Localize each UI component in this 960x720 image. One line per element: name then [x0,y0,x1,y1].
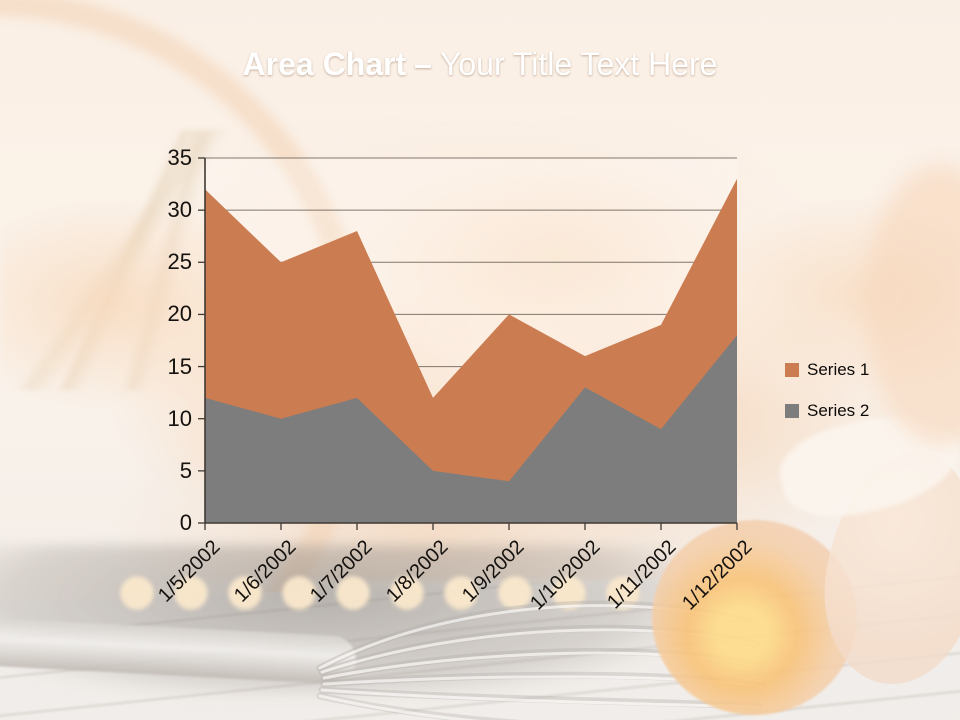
legend-label-series-2: Series 2 [807,401,870,420]
y-axis-tick-label: 10 [167,405,192,431]
y-axis-tick-label: 35 [167,145,192,170]
y-axis-tick-label: 20 [167,301,192,327]
slide-title: Area Chart – Your Title Text Here [0,44,960,84]
title-bold-part: Area Chart [242,46,407,82]
chart-legend: Series 1 Series 2 [785,360,869,421]
legend-item-series-1[interactable]: Series 1 [785,360,869,380]
title-rest-part: Your Title Text Here [439,46,718,82]
y-axis-tick-label: 15 [167,353,192,379]
y-axis-tick-label: 25 [167,249,192,275]
series-2-swatch-icon [785,404,799,418]
chart-plot-area[interactable] [198,157,738,530]
y-axis-tick-label: 0 [179,510,192,535]
y-axis-tick-label: 30 [167,197,192,223]
legend-label-series-1: Series 1 [807,360,870,379]
y-axis-tick-label: 5 [179,457,192,483]
series-1-swatch-icon [785,363,799,377]
legend-item-series-2[interactable]: Series 2 [785,401,869,421]
title-separator: – [414,46,432,82]
